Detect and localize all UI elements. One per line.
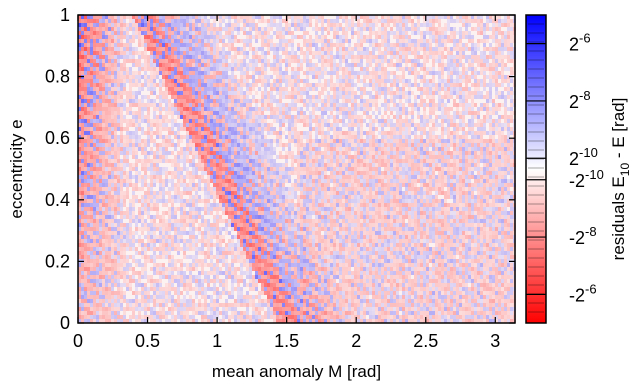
colorbar-tick-label: -2-8 [569,224,597,248]
x-tick-label: 2.5 [413,331,438,351]
colorbar-frame [525,14,547,324]
y-axis: 0 0.2 0.4 0.6 0.8 1 [45,5,515,333]
colorbar: 2-6 2-8 2-10-2-10 -2-8 -2-6 [525,14,604,324]
x-axis-label: mean anomaly M [rad] [212,362,381,381]
colorbar-tick-label: -2-6 [569,281,597,305]
y-tick-label: 0.6 [45,128,70,148]
y-tick-label: 0.4 [45,190,70,210]
y-axis-label: eccentricity e [7,119,26,218]
colorbar-tick-label: 2-6 [569,31,591,55]
x-tick-label: 1.5 [274,331,299,351]
colorbar-tick-label: 2-8 [569,88,591,112]
colorbar-tick-label: -2-10 [569,167,604,191]
colorbar-tick-label: 2-10 [569,145,598,169]
y-tick-label: 1 [60,5,70,25]
y-tick-label: 0.2 [45,251,70,271]
colorbar-label-tail: - E [rad] [609,98,628,163]
x-tick-label: 0 [73,331,83,351]
x-axis: 0 0.5 1 1.5 2 2.5 3 [73,15,500,351]
x-tick-label: 1 [212,331,222,351]
colorbar-gradient [526,15,546,323]
colorbar-label-main: residuals E [609,176,628,260]
plot-frame [77,14,516,324]
heatmap-cells [78,15,516,323]
colorbar-label-subscript: 10 [618,163,632,177]
x-tick-label: 3 [490,331,500,351]
y-tick-label: 0.8 [45,67,70,87]
colorbar-label: residuals E10 - E [rad] [609,98,632,261]
y-tick-label: 0 [60,313,70,333]
x-tick-label: 2 [351,331,361,351]
x-tick-label: 0.5 [135,331,160,351]
